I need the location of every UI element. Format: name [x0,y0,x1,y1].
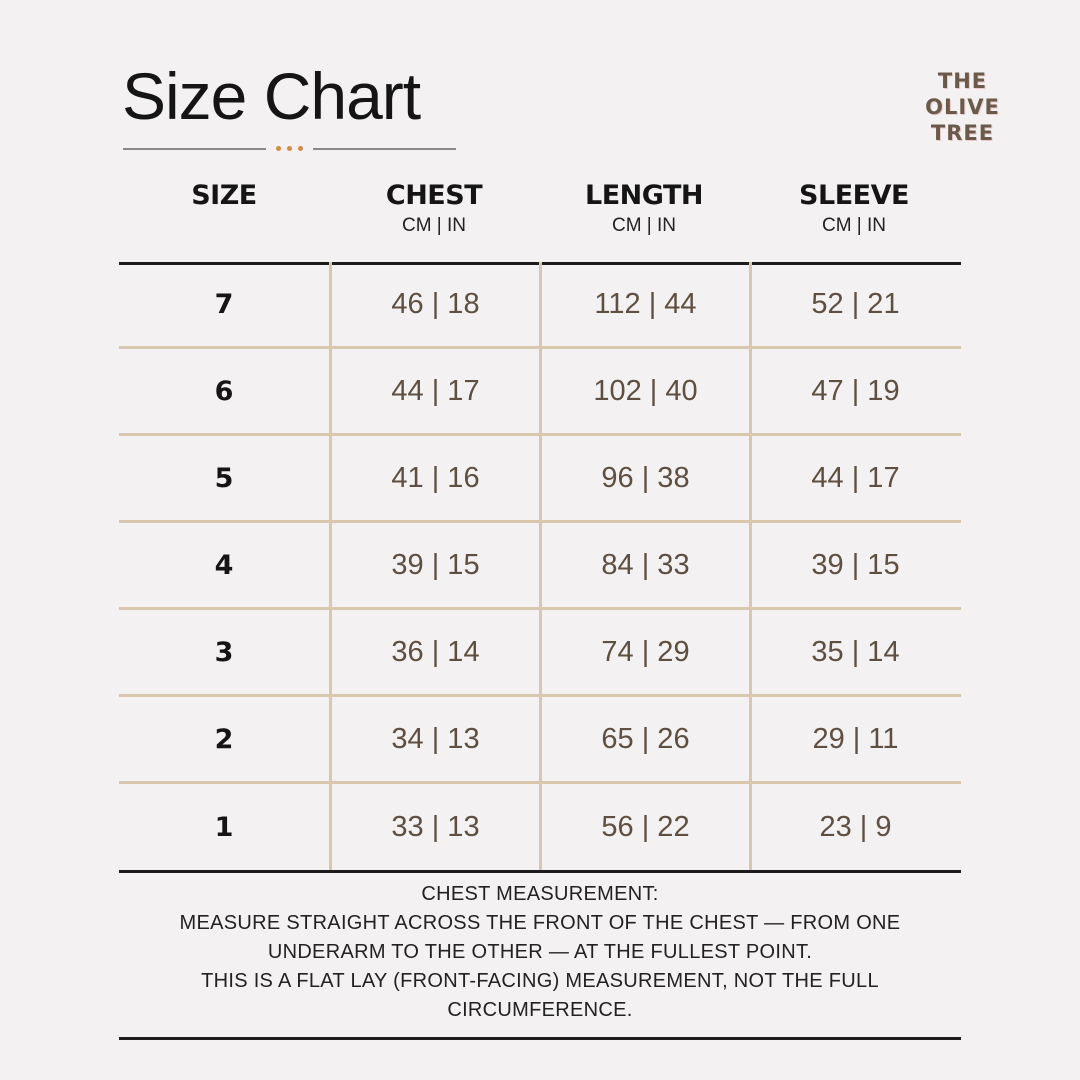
table-row: 4 39 | 15 84 | 33 39 | 15 [119,523,961,610]
measurement-cell: 102 | 40 [539,349,749,433]
measurement-cell: 47 | 19 [749,349,959,433]
size-cell: 5 [214,462,234,494]
measurement-cell: 34 | 13 [329,697,539,781]
measurement-cell: 96 | 38 [539,436,749,520]
note-line: CHEST MEASUREMENT: [421,883,659,905]
measurement-cell: 44 | 17 [749,436,959,520]
measurement-note: CHEST MEASUREMENT: MEASURE STRAIGHT ACROS… [119,880,961,1025]
table-row: 2 34 | 13 65 | 26 29 | 11 [119,697,961,784]
brand-logo: THE OLIVE TREE [915,68,1010,146]
column-header-label: SIZE [191,180,257,211]
measurement-cell: 46 | 18 [329,262,539,346]
measurement-cell: 33 | 13 [329,784,539,871]
size-cell: 7 [214,288,234,320]
title-divider-right [313,148,456,150]
column-header-label: LENGTH [585,180,703,211]
measurement-cell: 36 | 14 [329,610,539,694]
measurement-cell: 44 | 17 [329,349,539,433]
column-header-size: SIZE [119,180,329,211]
column-header-sleeve: SLEEVE CM | IN [749,180,959,237]
measurement-cell: 39 | 15 [749,523,959,607]
table-row: 1 33 | 13 56 | 22 23 | 9 [119,784,961,871]
size-cell: 1 [214,812,234,843]
logo-line-3: TREE [930,121,995,145]
size-table: 7 46 | 18 112 | 44 52 | 21 6 44 | 17 102 | 40 4… [119,262,961,871]
size-cell: 4 [214,549,234,581]
size-cell: 6 [214,375,234,407]
table-row: 3 36 | 14 74 | 29 35 | 14 [119,610,961,697]
measurement-cell: 74 | 29 [539,610,749,694]
note-bottom-border [119,1037,961,1040]
logo-line-1: THE [937,69,988,93]
table-row: 5 41 | 16 96 | 38 44 | 17 [119,436,961,523]
measurement-cell: 65 | 26 [539,697,749,781]
table-row: 6 44 | 17 102 | 40 47 | 19 [119,349,961,436]
table-bottom-border [119,870,961,873]
size-cell: 2 [214,723,234,755]
column-header-unit: CM | IN [821,215,887,236]
measurement-cell: 39 | 15 [329,523,539,607]
measurement-cell: 23 | 9 [749,784,959,871]
note-line: THIS IS A FLAT LAY (FRONT-FACING) MEASUR… [201,970,879,992]
column-header-unit: CM | IN [401,215,467,236]
measurement-cell: 41 | 16 [329,436,539,520]
note-line: MEASURE STRAIGHT ACROSS THE FRONT OF THE… [179,912,901,934]
measurement-cell: 56 | 22 [539,784,749,871]
column-header-unit: CM | IN [611,215,677,236]
measurement-cell: 35 | 14 [749,610,959,694]
measurement-cell: 29 | 11 [749,697,959,781]
column-header-label: SLEEVE [799,180,909,211]
table-row: 7 46 | 18 112 | 44 52 | 21 [119,262,961,349]
title-divider-left [123,148,266,150]
measurement-cell: 112 | 44 [539,262,749,346]
title-divider-dots [276,146,303,151]
column-header-chest: CHEST CM | IN [329,180,539,237]
logo-line-2: OLIVE [925,95,1000,119]
size-cell: 3 [214,636,234,668]
measurement-cell: 84 | 33 [539,523,749,607]
column-header-length: LENGTH CM | IN [539,180,749,237]
page-title: Size Chart [122,59,421,133]
note-line: UNDERARM TO THE OTHER — AT THE FULLEST P… [267,941,813,963]
note-line: CIRCUMFERENCE. [447,999,633,1021]
column-header-label: CHEST [385,180,483,211]
measurement-cell: 52 | 21 [749,262,959,346]
